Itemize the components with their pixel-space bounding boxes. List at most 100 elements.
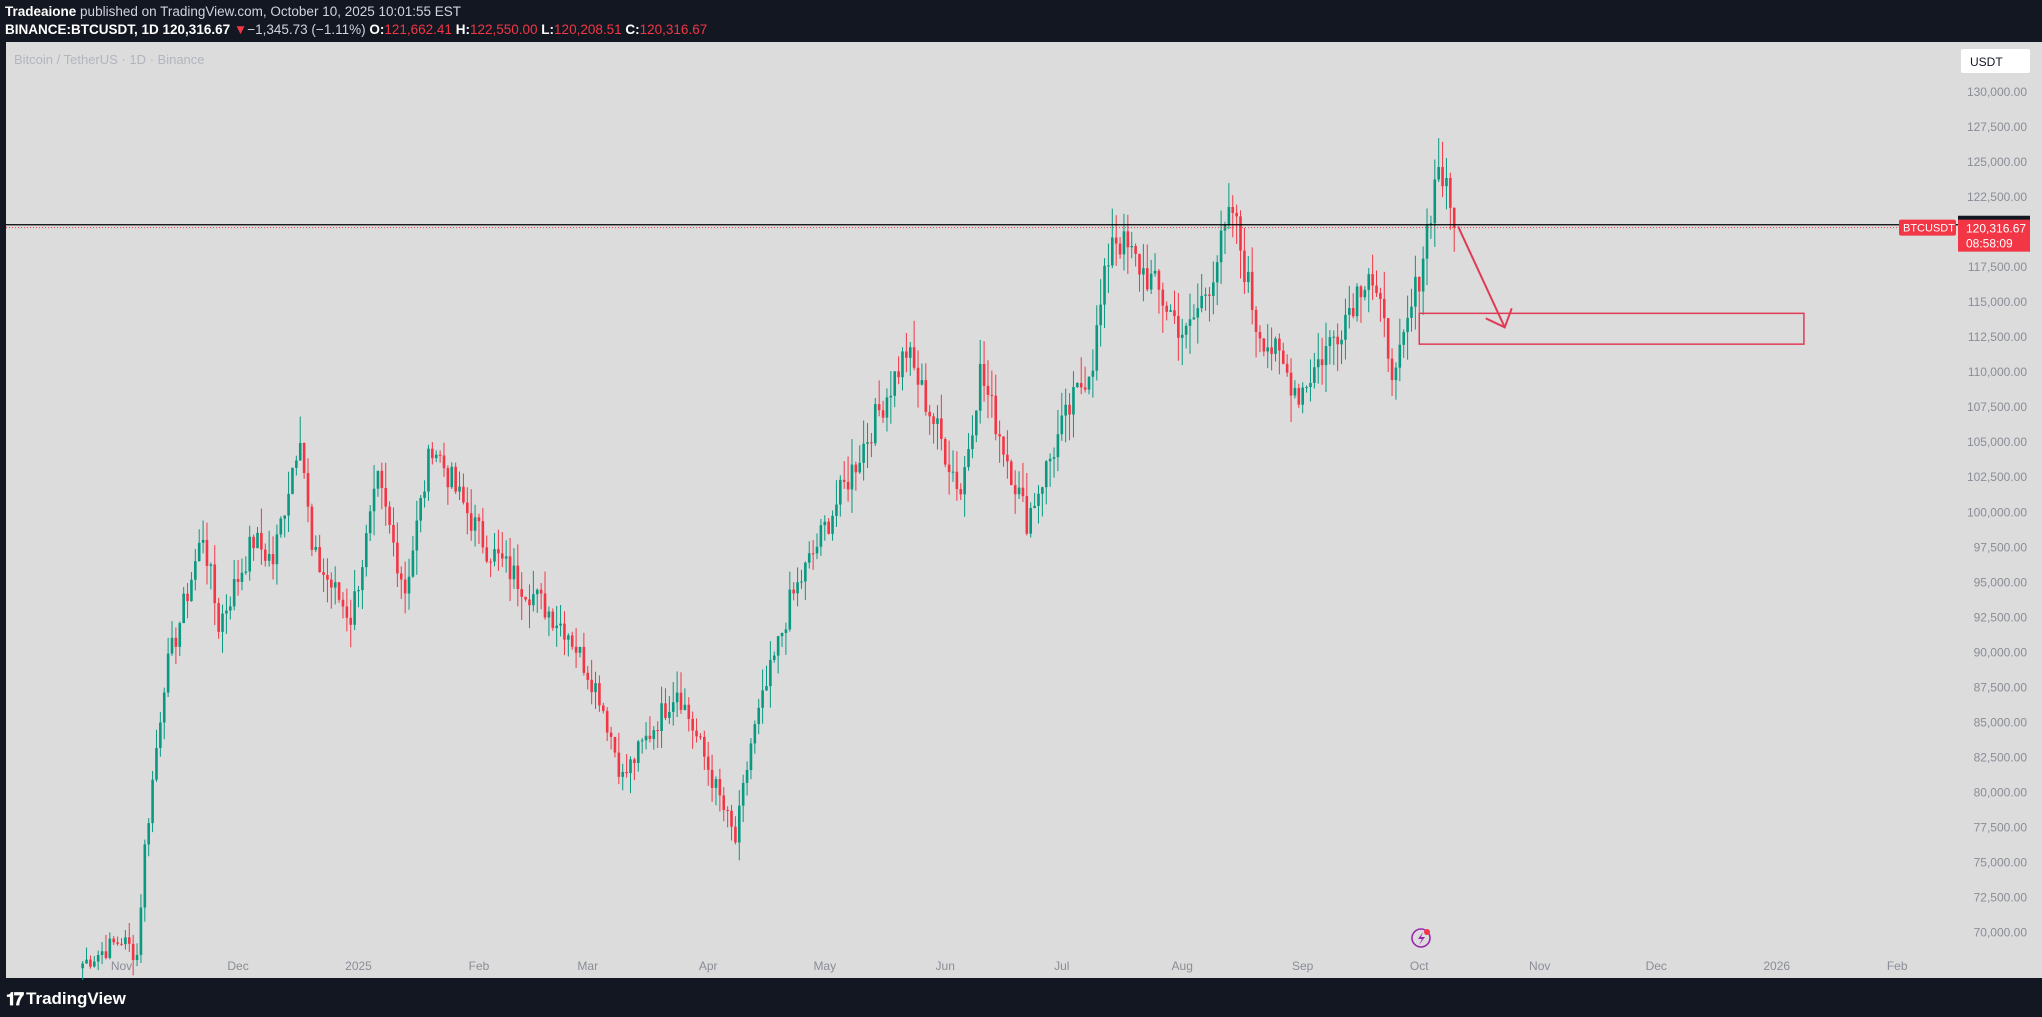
candle-body [458,486,461,492]
candle [341,592,345,619]
candle [1452,207,1456,252]
candle [551,608,555,631]
candle-body [221,613,224,632]
candle-body [1379,293,1382,299]
y-tick-label: 75,000.00 [1974,855,2028,869]
candle-body [1262,338,1266,352]
candle [1130,232,1134,259]
candle-body [427,448,430,492]
candle-body [854,464,858,473]
candle [1169,304,1172,313]
candle [260,508,263,565]
candle-body [1006,454,1009,462]
candle [93,955,96,968]
candle-body [1173,310,1176,317]
currency-badge-box [1961,49,2030,73]
candle [1219,210,1223,284]
candle [1402,329,1406,358]
candle [912,320,916,371]
candle [1320,337,1324,385]
candle [567,633,570,657]
candle [112,936,116,945]
candle-body [1064,404,1067,416]
footer-brand[interactable]: 𝟏𝟕 TradingView [6,988,126,1010]
candle-body [1002,436,1005,455]
candle [361,559,364,610]
candle-body [419,497,422,521]
candle-body [1235,212,1238,217]
candle-body [1072,387,1075,415]
candle [908,341,912,376]
candle [1324,322,1328,393]
candle [520,572,524,621]
candle [512,548,516,589]
candle [1433,159,1437,247]
candle-body [1204,294,1207,296]
publisher-name[interactable]: Tradeaione [5,4,77,19]
low-label: L: [541,22,555,37]
candle [539,583,543,610]
candle-body [769,659,772,687]
tradingview-logo-icon: 𝟏𝟕 [6,988,24,1009]
candle-body [194,561,197,580]
candle-body [1445,177,1448,187]
candle-body [337,582,341,600]
x-tick-label: Sep [1292,959,1314,973]
candle [1437,138,1440,183]
x-tick-label: Dec [1646,959,1667,973]
candle [1177,292,1180,361]
candle [1305,385,1308,393]
candle-body [1324,346,1328,366]
candle-body [574,646,578,653]
candle [835,480,838,527]
candle-body [170,637,174,654]
lightning-icon-dot [1424,929,1430,935]
candle [877,380,881,417]
candle [920,363,924,386]
candle [174,627,178,665]
chart-title: Bitcoin / TetherUS · 1D · Binance [14,52,205,67]
candle-body [1079,383,1083,388]
candle-body [776,636,780,656]
candle [1227,183,1231,230]
candle-body [1091,370,1095,377]
candle [466,487,469,535]
candle-body [718,779,722,796]
candle-body [481,521,485,548]
y-tick-label: 80,000.00 [1974,785,2028,799]
candle-body [333,582,337,588]
candle-body [547,611,551,618]
candle-body [908,347,912,358]
candle [924,363,928,416]
candle [244,556,248,575]
candle [236,559,240,596]
lightning-icon [1411,928,1431,948]
candle-body [831,515,834,534]
candle-body [1452,207,1456,228]
candle [1270,327,1273,371]
candle-body [940,418,943,439]
candle [1359,284,1363,323]
candle-body [291,467,294,494]
plot-area [6,42,1960,978]
candle-body [1076,383,1079,388]
candle-body [1406,317,1409,333]
candle-body [559,623,562,626]
x-tick-label: 2025 [345,959,372,973]
candle-body [399,573,403,580]
candle [691,711,694,749]
candle [1122,213,1126,271]
candle-body [147,823,150,845]
candle [699,733,702,740]
candle [333,566,337,605]
y-tick-label: 70,000.00 [1974,926,2028,940]
candle-body [1351,307,1355,317]
candle-body [190,579,193,602]
candle [617,732,621,785]
candle-body [89,959,92,967]
candle [714,776,718,806]
target-zone [1418,312,1805,345]
candle [982,341,986,402]
candle-body [1449,177,1452,208]
